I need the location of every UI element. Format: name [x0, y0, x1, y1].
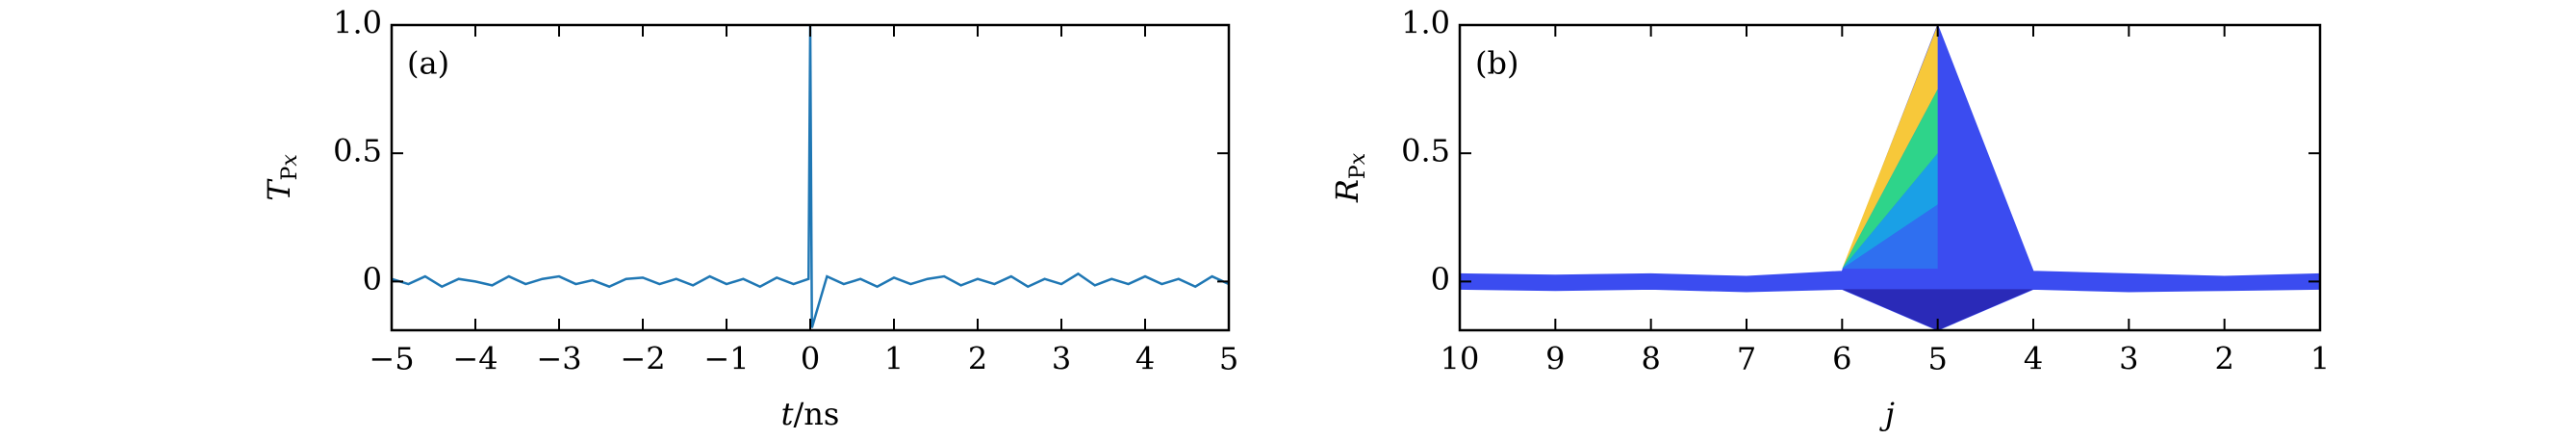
panel-label: (b) — [1475, 45, 1518, 82]
data-line — [392, 25, 1229, 328]
y-label-sub: P — [278, 166, 302, 180]
y-tick-label: 1.0 — [333, 5, 382, 41]
y-label-main: T — [261, 178, 297, 201]
plot-area — [1460, 25, 2320, 330]
surface-face — [1842, 25, 1938, 270]
y-label-sub: P — [1346, 165, 1370, 179]
surface-face — [1842, 153, 1938, 270]
x-tick-label: −3 — [536, 341, 581, 377]
y-tick-label: 1.0 — [1401, 5, 1450, 41]
x-tick-label: 4 — [2024, 341, 2043, 377]
x-tick-label: 9 — [1545, 341, 1565, 377]
x-tick-label: 4 — [1135, 341, 1155, 377]
x-axis-label: t/ns — [781, 396, 840, 432]
y-tick-label: 0.5 — [333, 133, 382, 169]
x-tick-label: 8 — [1641, 341, 1660, 377]
x-tick-label: 0 — [801, 341, 820, 377]
x-tick-label: 2 — [2214, 341, 2233, 377]
x-tick-label: 3 — [2119, 341, 2138, 377]
surface-underside — [1842, 289, 2033, 330]
y-label-subsub: x — [278, 154, 302, 167]
y-label-subsub: x — [1346, 152, 1370, 165]
x-tick-label: 5 — [1219, 341, 1238, 377]
x-tick-label: −1 — [703, 341, 749, 377]
x-label-unit: /ns — [794, 396, 840, 432]
y-tick-label: 0 — [363, 261, 382, 298]
x-tick-label: −4 — [452, 341, 497, 377]
x-tick-label: 5 — [1927, 341, 1947, 377]
plot-area — [392, 25, 1229, 328]
x-tick-label: 10 — [1441, 341, 1480, 377]
x-tick-label: −2 — [620, 341, 665, 377]
x-tick-label: −5 — [369, 341, 414, 377]
axes-frame — [1458, 23, 2322, 332]
panel-label: (a) — [407, 45, 449, 82]
y-axis-label: TPx — [261, 154, 303, 201]
surface-face — [1842, 89, 1938, 270]
x-tick-label: 6 — [1832, 341, 1851, 377]
y-tick-label: 0.5 — [1401, 133, 1450, 169]
y-tick-label: 0 — [1431, 261, 1450, 298]
y-axis-label: RPx — [1329, 152, 1371, 203]
x-tick-label: 2 — [968, 341, 987, 377]
x-label-var: j — [1879, 396, 1895, 432]
surface-face — [1842, 204, 1938, 270]
x-tick-label: 1 — [884, 341, 904, 377]
x-axis-label: j — [1879, 396, 1895, 432]
x-tick-label: 7 — [1737, 341, 1756, 377]
x-tick-label: 1 — [2310, 341, 2330, 377]
x-label-var: t — [781, 396, 794, 432]
y-label-main: R — [1329, 179, 1365, 203]
x-tick-label: 3 — [1052, 341, 1071, 377]
